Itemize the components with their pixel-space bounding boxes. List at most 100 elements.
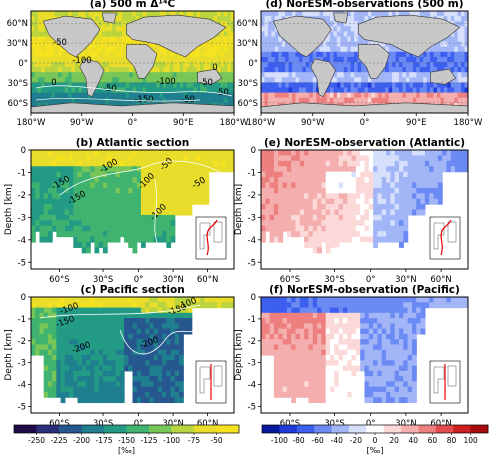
- contour-label-a: 0: [51, 78, 56, 88]
- section-field-e: [261, 150, 468, 254]
- land-d-3: [357, 14, 461, 58]
- y-axis-label-b: Depth [km]: [4, 184, 14, 235]
- x-tick-label: 30°S: [324, 275, 344, 285]
- contour-line-c: [119, 329, 201, 355]
- colorbar-swatch: [453, 425, 472, 433]
- colorbar-swatch: [216, 425, 240, 433]
- section-field-c: [31, 297, 234, 404]
- y-tick-label: 60°N: [7, 19, 28, 29]
- y-tick-label: -2: [18, 191, 26, 201]
- x-tick-label: 90°W: [70, 118, 94, 128]
- colorbar-swatch: [418, 425, 437, 433]
- colorbar-tick-label: -100: [163, 436, 180, 445]
- colorbar-swatch: [59, 425, 82, 433]
- y-axis-label-f: Depth [km]: [234, 329, 244, 380]
- colorbar-swatch: [348, 425, 367, 433]
- x-tick-label: 0°: [366, 419, 376, 429]
- land-a-6: [31, 102, 234, 113]
- contour-line-c: [39, 304, 201, 319]
- y-tick-label: 0: [251, 146, 256, 156]
- section-field-f: [261, 297, 468, 404]
- colorbar-left: -250 -225 -200 -175 -150 -125 -100 -75 -50 [‰]: [13, 424, 240, 455]
- colorbar-tick-label: -50: [210, 436, 222, 445]
- colorbar-tick-label: -40: [331, 436, 343, 445]
- section-field-b: [31, 150, 234, 254]
- panel-title-b: (b) Atlantic section: [76, 137, 189, 149]
- x-tick-label: 60°N: [197, 419, 218, 429]
- y-tick-label: 0: [21, 293, 26, 303]
- y-tick-label: -2: [18, 337, 26, 347]
- colorbar-swatch: [383, 425, 402, 433]
- panel-title-a: (a) 500 m Δ¹⁴C: [90, 0, 176, 10]
- colorbar-swatch: [149, 425, 172, 433]
- land-d-5: [430, 68, 457, 85]
- x-tick-label: 60°N: [197, 275, 218, 285]
- contour-label-a: -50: [181, 95, 195, 105]
- panel-title-d: (d) NorESM-observations (500 m): [265, 0, 463, 10]
- land-d-6: [261, 102, 468, 113]
- y-axis-label-e: Depth [km]: [234, 184, 244, 235]
- colorbar-swatch: [262, 425, 280, 433]
- y-tick-label: -1: [248, 168, 256, 178]
- x-tick-label: 60°N: [430, 275, 451, 285]
- map-field-a: [31, 11, 234, 113]
- contour-label-a: -100: [156, 77, 175, 87]
- colorbar-tick-label: -80: [292, 436, 304, 445]
- x-tick-label: 30°N: [162, 275, 183, 285]
- section-frame-b: [30, 149, 235, 270]
- section-panel-e: (e) NorESM-observation (Atlantic) 60°S 30°…: [234, 137, 469, 285]
- colorbar-swatch: [331, 425, 350, 433]
- colorbar-tick-label: 100: [463, 436, 478, 445]
- x-tick-label: 0°: [360, 118, 370, 128]
- y-tick-label: 0: [251, 293, 256, 303]
- section-panel-f: (f) NorESM-observation (Pacific) 60°S 30°S…: [234, 284, 469, 429]
- y-tick-label: -5: [18, 402, 26, 412]
- x-tick-label: 90°E: [173, 118, 193, 128]
- colorbar-tick-label: 60: [428, 436, 438, 445]
- x-tick-label: 30°N: [395, 419, 416, 429]
- land-d-4: [357, 44, 390, 79]
- colorbar-tick-label: -125: [140, 436, 157, 445]
- y-tick-label: 0°: [18, 59, 28, 69]
- colorbar-unit: [‰]: [367, 446, 384, 455]
- y-tick-label: -5: [248, 402, 256, 412]
- contour-label-a: -50: [53, 38, 67, 48]
- colorbar-tick-label: -150: [118, 436, 135, 445]
- section-frame-e: [260, 149, 469, 270]
- x-tick-label: 30°S: [324, 419, 344, 429]
- x-tick-label: 60°S: [280, 419, 300, 429]
- y-tick-label: -4: [18, 236, 26, 246]
- x-tick-label: 180°W: [220, 118, 249, 128]
- inset-map-e: [429, 216, 461, 260]
- section-panel-b: (b) Atlantic section 60°S 30°S 0° 30°N 60°N 0 -…: [4, 137, 235, 285]
- colorbar-tick-label: 80: [447, 436, 457, 445]
- y-tick-label: 30°N: [237, 39, 258, 49]
- y-tick-label: -1: [18, 315, 26, 325]
- y-tick-label: 30°S: [238, 79, 258, 89]
- x-tick-label: 0°: [366, 275, 376, 285]
- contour-line-b: [59, 160, 226, 196]
- y-tick-label: 60°S: [238, 99, 258, 109]
- y-tick-label: 60°N: [237, 19, 258, 29]
- land-a-0: [42, 15, 101, 58]
- colorbar-tick-label: -200: [73, 436, 90, 445]
- x-tick-label: 30°S: [93, 275, 113, 285]
- y-axis-label-c: Depth [km]: [4, 329, 14, 380]
- colorbar-tick-label: -225: [50, 436, 67, 445]
- y-tick-label: 0°: [248, 59, 258, 69]
- x-tick-label: 60°S: [49, 419, 69, 429]
- colorbar-swatch: [279, 425, 298, 433]
- inset-track-b: [206, 219, 218, 256]
- land-a-1: [101, 12, 117, 24]
- y-tick-label: -4: [248, 236, 256, 246]
- colorbar-tick-label: 20: [389, 436, 399, 445]
- colorbar-tick-label: -60: [312, 436, 324, 445]
- colorbar-swatch: [366, 425, 385, 433]
- contour-line-a: [35, 85, 233, 97]
- panel-title-c: (c) Pacific section: [80, 284, 184, 296]
- colorbar-tick-label: -100: [271, 436, 288, 445]
- x-tick-label: 0°: [134, 275, 144, 285]
- x-tick-label: 60°S: [49, 275, 69, 285]
- colorbar-swatch: [14, 425, 37, 433]
